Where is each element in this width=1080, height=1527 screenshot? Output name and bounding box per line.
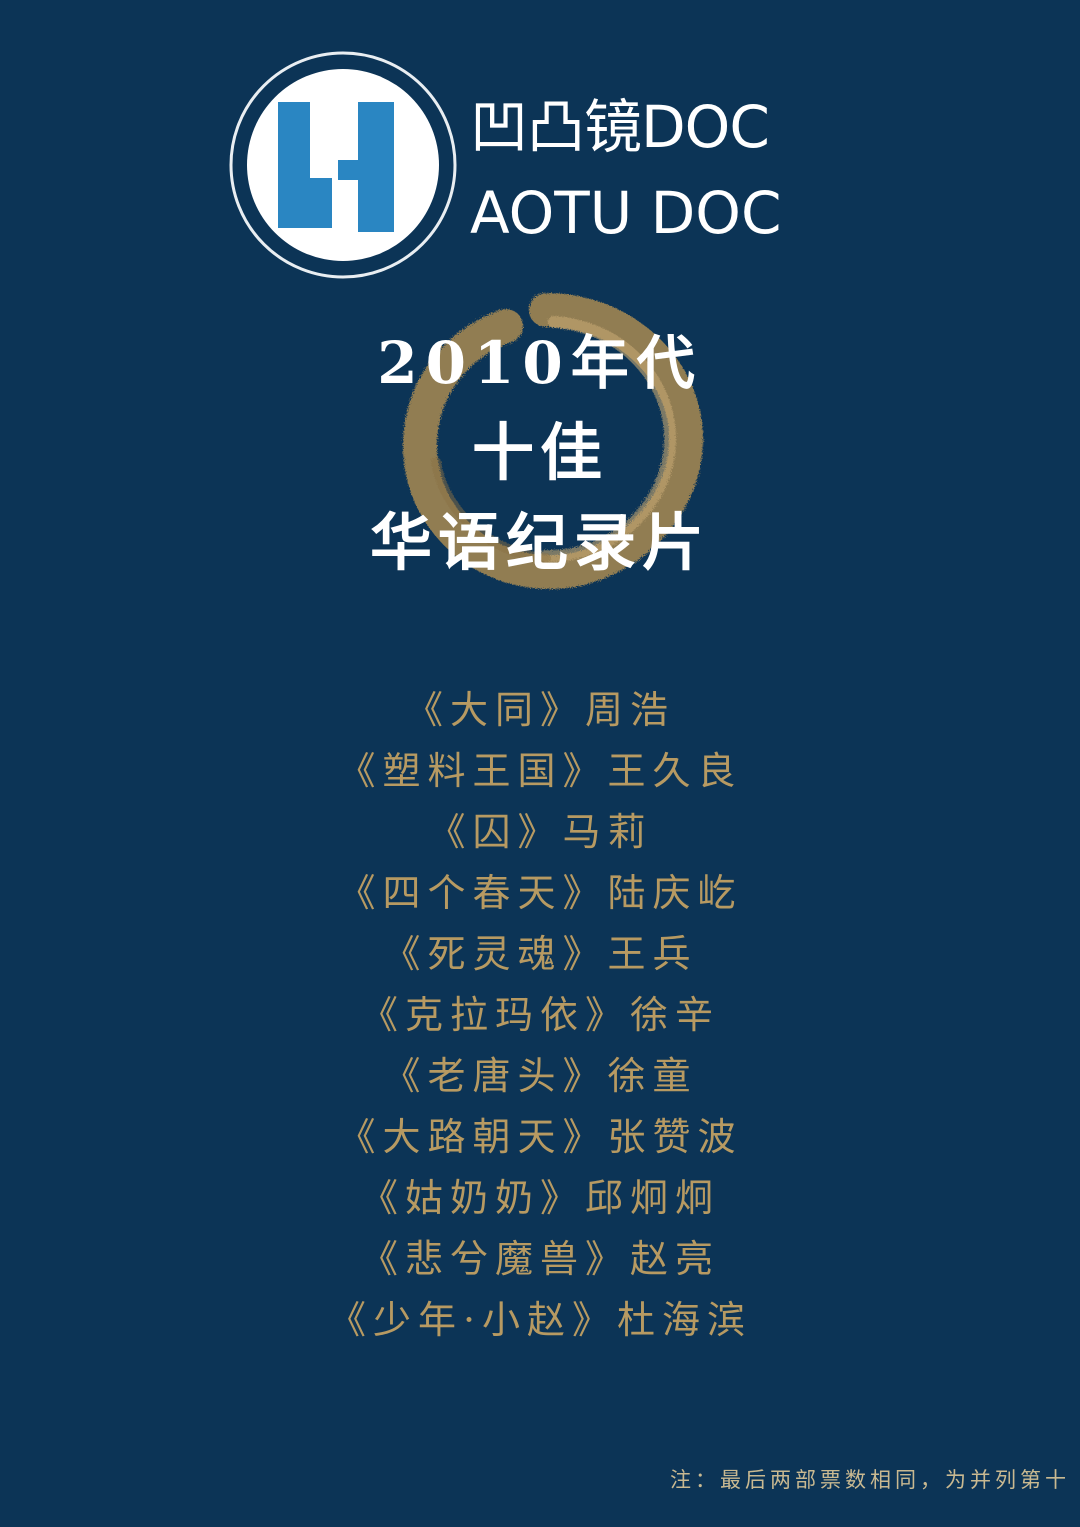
- title-category: 华语纪录片: [369, 506, 710, 579]
- title-top-ten: 十佳: [471, 416, 608, 489]
- logo-name-en: AOTU DOC: [470, 179, 782, 247]
- list-item: 《克拉玛依》徐辛: [359, 993, 720, 1037]
- brand-logo: 凹凸镜DOC AOTU DOC: [228, 50, 788, 286]
- list-item: 《悲兮魔兽》赵亮: [359, 1237, 720, 1281]
- list-item: 《囚》马莉: [427, 810, 653, 854]
- list-item: 《姑奶奶》邱炯炯: [359, 1176, 720, 1220]
- aotu-logo-emblem-icon: [229, 51, 457, 279]
- footnote: 注：最后两部票数相同，为并列第十: [670, 1468, 1070, 1492]
- title-decade: 2010年代: [377, 329, 703, 397]
- list-item: 《少年·小赵》杜海滨: [327, 1298, 753, 1342]
- list-item: 《四个春天》陆庆屹: [337, 871, 743, 915]
- list-item: 《大路朝天》张赞波: [337, 1115, 743, 1159]
- film-list: 《大同》周浩 《塑料王国》王久良 《囚》马莉 《四个春天》陆庆屹 《死灵魂》王兵…: [0, 680, 1080, 1351]
- list-item: 《塑料王国》王久良: [337, 749, 743, 793]
- list-item: 《老唐头》徐童: [382, 1054, 698, 1098]
- logo-name-cn: 凹凸镜DOC: [470, 93, 770, 161]
- enso-brush-circle-icon: [403, 293, 703, 590]
- page-title: 2010年代 十佳 华语纪录片: [0, 318, 1080, 588]
- list-item: 《大同》周浩: [404, 688, 675, 732]
- list-item: 《死灵魂》王兵: [382, 932, 698, 976]
